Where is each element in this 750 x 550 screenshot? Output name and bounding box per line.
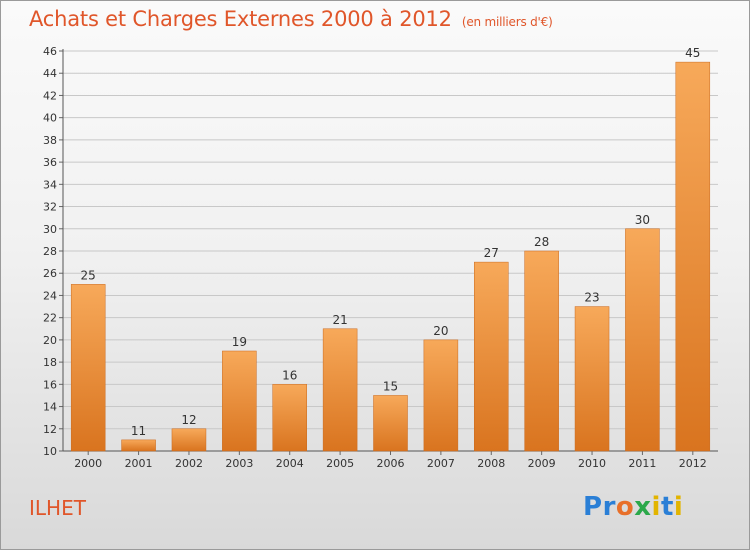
bar <box>172 429 206 451</box>
logo-letter: r <box>603 492 616 522</box>
bar <box>525 251 559 451</box>
x-tick-label: 2007 <box>427 457 455 470</box>
y-tick-label: 30 <box>43 223 57 236</box>
x-tick-label: 2002 <box>175 457 203 470</box>
x-tick-label: 2005 <box>326 457 354 470</box>
logo-letter: i <box>674 492 683 522</box>
y-tick-label: 22 <box>43 312 57 325</box>
y-tick-label: 32 <box>43 201 57 214</box>
y-tick-label: 36 <box>43 156 57 169</box>
y-tick-label: 28 <box>43 245 57 258</box>
logo-letter: t <box>661 492 674 522</box>
y-tick-label: 40 <box>43 112 57 125</box>
y-tick-label: 10 <box>43 445 57 458</box>
commune-name: ILHET <box>29 496 86 520</box>
bar-value-label: 28 <box>534 235 549 249</box>
bar <box>625 229 659 451</box>
proxiti-logo[interactable]: Proxiti <box>583 492 683 522</box>
bar <box>374 395 408 451</box>
bar <box>323 329 357 451</box>
y-tick-label: 26 <box>43 267 57 280</box>
y-tick-label: 12 <box>43 423 57 436</box>
bar <box>71 284 105 451</box>
x-tick-label: 2009 <box>528 457 556 470</box>
chart-frame: Achats et Charges Externes 2000 à 2012 (e… <box>0 0 750 550</box>
logo-letter: o <box>616 492 634 522</box>
bar-chart: 10 12 14 16 18 20 22 24 26 28 30 32 34 36 38 40 42 44 46 20… <box>1 1 749 549</box>
bar-value-label: 25 <box>81 268 96 282</box>
bar <box>122 440 156 451</box>
bar-value-label: 16 <box>282 368 297 382</box>
x-tick-label: 2011 <box>628 457 656 470</box>
y-tick-label: 18 <box>43 356 57 369</box>
logo-letter: P <box>583 492 603 522</box>
bar-value-label: 11 <box>131 424 146 438</box>
x-tick-label: 2004 <box>276 457 304 470</box>
bar <box>222 351 256 451</box>
bar <box>273 384 307 451</box>
bar-value-label: 15 <box>383 379 398 393</box>
bar <box>424 340 458 451</box>
y-tick-label: 14 <box>43 401 57 414</box>
bar-value-label: 23 <box>584 291 599 305</box>
x-tick-label: 2012 <box>679 457 707 470</box>
bar <box>676 62 710 451</box>
y-tick-label: 38 <box>43 134 57 147</box>
y-tick-label: 34 <box>43 178 57 191</box>
bar <box>575 307 609 451</box>
y-tick-label: 24 <box>43 289 57 302</box>
x-tick-label: 2010 <box>578 457 606 470</box>
bar-value-label: 21 <box>332 313 347 327</box>
bar <box>474 262 508 451</box>
x-tick-label: 2006 <box>377 457 405 470</box>
bar-value-label: 45 <box>685 46 700 60</box>
x-tick-label: 2008 <box>477 457 505 470</box>
bar-value-label: 27 <box>484 246 499 260</box>
logo-letter: x <box>634 492 651 522</box>
logo-letter: i <box>652 492 661 522</box>
bar-value-label: 30 <box>635 213 650 227</box>
y-tick-label: 20 <box>43 334 57 347</box>
y-tick-label: 42 <box>43 89 57 102</box>
bar-value-label: 19 <box>232 335 247 349</box>
x-tick-label: 2001 <box>125 457 153 470</box>
y-tick-label: 46 <box>43 45 57 58</box>
bar-value-label: 12 <box>181 413 196 427</box>
x-tick-label: 2003 <box>225 457 253 470</box>
bar-value-label: 20 <box>433 324 448 338</box>
y-tick-label: 44 <box>43 67 57 80</box>
y-tick-label: 16 <box>43 378 57 391</box>
x-tick-label: 2000 <box>74 457 102 470</box>
